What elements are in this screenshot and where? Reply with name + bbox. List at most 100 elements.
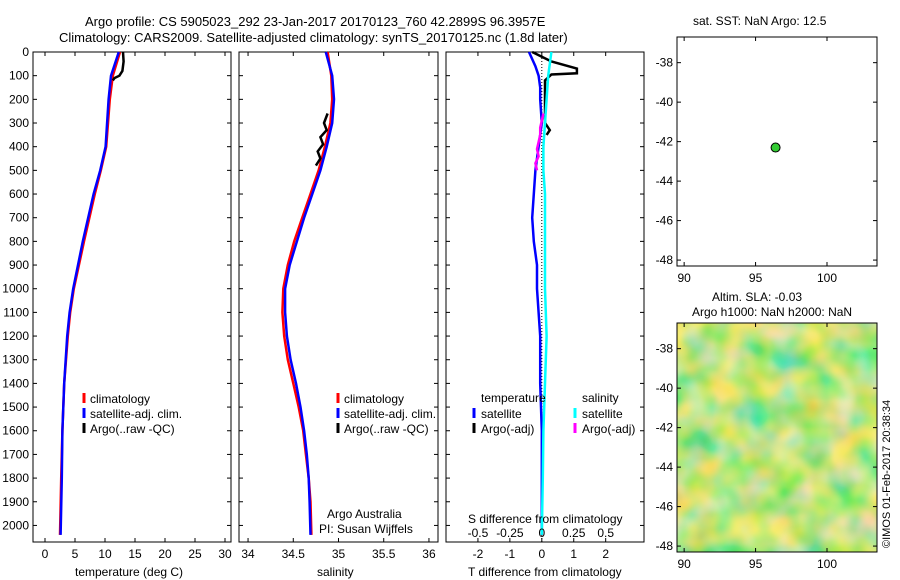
- map-x-tick-label: 95: [749, 557, 763, 571]
- y-tick-label: 300: [9, 116, 29, 130]
- map-y-tick-label: -38: [656, 342, 674, 356]
- map-y-tick-label: -42: [656, 421, 674, 435]
- y-tick-label: 700: [9, 211, 29, 225]
- sla-title-2: Argo h1000: NaN h2000: NaN: [692, 305, 853, 319]
- x-tick-label: 35.5: [372, 547, 396, 561]
- diff-series-1: [531, 50, 579, 136]
- x-tick-label: 2: [602, 547, 609, 561]
- tdiff-label: T difference from climatology: [468, 565, 622, 579]
- y-tick-label: 900: [9, 258, 29, 272]
- x-tick-label-top: 0.25: [562, 526, 586, 540]
- sst-frame: [676, 36, 878, 267]
- map-y-tick-label: -40: [656, 95, 674, 109]
- diff-series-0: [527, 51, 544, 535]
- map-y-tick-label: -48: [656, 539, 674, 553]
- legend-label: satellite: [582, 407, 623, 421]
- y-tick-label: 500: [9, 163, 29, 177]
- y-tick-label: 1700: [2, 447, 29, 461]
- y-tick-label: 100: [9, 69, 29, 83]
- map-y-tick-label: -48: [656, 253, 674, 267]
- x-tick-label: 36: [422, 547, 436, 561]
- argo-australia-text: Argo Australia: [327, 507, 402, 521]
- x-tick-label-top: -0.5: [468, 526, 489, 540]
- y-tick-label: 1500: [2, 400, 29, 414]
- x-tick-label: 34: [241, 547, 255, 561]
- x-tick-label-top: 0.5: [597, 526, 614, 540]
- y-tick-label: 400: [9, 140, 29, 154]
- sal-frame: [238, 51, 439, 543]
- x-tick-label: 1: [570, 547, 577, 561]
- x-tick-label: 20: [158, 547, 172, 561]
- x-tick-label: 0: [42, 547, 49, 561]
- legend-label: climatology: [90, 392, 150, 406]
- legend-label: Argo(..raw -QC): [344, 422, 429, 436]
- x-tick-label: 30: [218, 547, 232, 561]
- temp-series-1: [59, 51, 120, 535]
- x-tick-label: 5: [72, 547, 79, 561]
- x-tick-label: -1: [505, 547, 516, 561]
- y-tick-label: 600: [9, 187, 29, 201]
- map-y-tick-label: -42: [656, 135, 674, 149]
- legend-label: climatology: [344, 392, 404, 406]
- legend-label: Argo(-adj): [481, 422, 534, 436]
- sdiff-label: S difference from climatology: [468, 512, 623, 526]
- x-tick-label: 34.5: [282, 547, 306, 561]
- x-tick-label-top: -0.25: [496, 526, 524, 540]
- legend-header-temp: temperature: [481, 391, 546, 405]
- x-tick-label: 35: [332, 547, 346, 561]
- map-x-tick-label: 100: [817, 271, 837, 285]
- legend-header-sal: salinity: [582, 391, 619, 405]
- temp-series-2: [111, 51, 125, 82]
- diff-series-3: [534, 113, 545, 171]
- sal-series-1: [283, 51, 336, 535]
- title-line-1: Argo profile: CS 5905023_292 23-Jan-2017…: [85, 14, 546, 29]
- legend-label: Argo(..raw -QC): [90, 422, 175, 436]
- map-y-tick-label: -44: [656, 460, 674, 474]
- y-tick-label: 1900: [2, 495, 29, 509]
- map-x-tick-label: 100: [817, 557, 837, 571]
- diff-series-2: [540, 51, 553, 535]
- map-y-tick-label: -46: [656, 500, 674, 514]
- y-tick-label: 1000: [2, 282, 29, 296]
- x-tick-label: 10: [98, 547, 112, 561]
- sla-title-1: Altim. SLA: -0.03: [712, 290, 803, 304]
- y-tick-label: 800: [9, 234, 29, 248]
- pi-text: PI: Susan Wijffels: [319, 522, 413, 536]
- x-tick-label: 25: [188, 547, 202, 561]
- map-x-tick-label: 95: [749, 271, 763, 285]
- y-tick-label: 1800: [2, 471, 29, 485]
- x-tick-label: -2: [473, 547, 484, 561]
- y-tick-label: 1400: [2, 376, 29, 390]
- difference-panel: -2 -1 0 1 2 -0.5 -0.25 0 0.25 0.5S difference fro…: [445, 50, 645, 579]
- sst-title: sat. SST: NaN Argo: 12.5: [693, 14, 827, 28]
- temp-xlabel: temperature (deg C): [75, 565, 183, 579]
- map-x-tick-label: 90: [677, 271, 691, 285]
- x-tick-label: 15: [128, 547, 142, 561]
- credit-text: ©IMOS 01-Feb-2017 20:38:34: [881, 400, 893, 548]
- temp-frame: [32, 51, 232, 543]
- y-tick-label: 2000: [2, 518, 29, 532]
- title-line-2: Climatology: CARS2009. Satellite-adjuste…: [59, 30, 568, 45]
- x-tick-label: 0: [538, 547, 545, 561]
- y-tick-label: 1300: [2, 353, 29, 367]
- salinity-panel: 34 34.5 35 35.5 36 salinity climatologysatelli…: [238, 51, 439, 579]
- y-tick-label: 0: [22, 45, 29, 59]
- y-tick-label: 1600: [2, 424, 29, 438]
- legend-label: satellite: [481, 407, 522, 421]
- legend-label: satellite-adj. clim.: [90, 407, 182, 421]
- temperature-panel: 0100200300400500600700800900100011001200…: [2, 45, 232, 579]
- map-x-tick-label: 90: [677, 557, 691, 571]
- sal-series-2: [314, 113, 329, 167]
- sla-heatmap: [677, 323, 877, 552]
- map-y-tick-label: -44: [656, 174, 674, 188]
- sla-frame: [676, 322, 878, 553]
- y-tick-label: 1200: [2, 329, 29, 343]
- map-y-tick-label: -40: [656, 381, 674, 395]
- y-tick-label: 1100: [3, 305, 29, 319]
- map-y-tick-label: -38: [656, 56, 674, 70]
- sal-xlabel: salinity: [317, 565, 354, 579]
- argo-position-marker: [770, 142, 781, 153]
- map-y-tick-label: -46: [656, 214, 674, 228]
